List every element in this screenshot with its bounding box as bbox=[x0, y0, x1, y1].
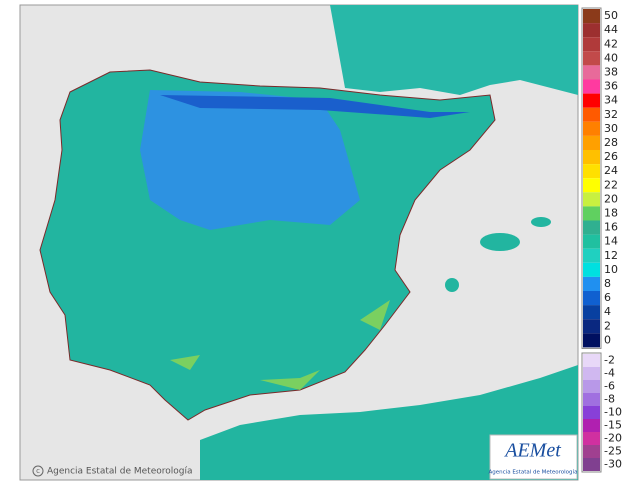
legend-label: 10 bbox=[604, 263, 618, 276]
legend-label: 32 bbox=[604, 108, 618, 121]
legend-label: -30 bbox=[604, 458, 622, 471]
copyright-icon: c bbox=[36, 467, 40, 475]
legend-swatch bbox=[583, 458, 600, 471]
legend-swatch bbox=[583, 319, 600, 334]
legend-swatch bbox=[583, 93, 600, 108]
legend-swatch bbox=[583, 406, 600, 419]
legend-swatch bbox=[583, 192, 600, 207]
legend-label: 30 bbox=[604, 122, 618, 135]
legend-label: 6 bbox=[604, 291, 611, 304]
logo-subtitle: Agencia Estatal de Meteorología bbox=[489, 469, 578, 476]
legend-swatch bbox=[583, 248, 600, 263]
legend-swatch bbox=[583, 79, 600, 94]
legend-label: 40 bbox=[604, 51, 618, 64]
copyright-icon bbox=[32, 465, 44, 477]
legend-swatch bbox=[583, 178, 600, 193]
legend-swatch bbox=[583, 419, 600, 432]
legend-swatch bbox=[583, 121, 600, 136]
legend-swatch bbox=[583, 135, 600, 150]
legend-swatch bbox=[583, 445, 600, 458]
legend-swatch bbox=[583, 206, 600, 221]
legend-swatch bbox=[583, 37, 600, 52]
legend-swatch bbox=[583, 150, 600, 165]
legend-label: 28 bbox=[604, 136, 618, 149]
legend-label: 4 bbox=[604, 305, 611, 318]
legend-panel bbox=[581, 7, 602, 349]
legend-swatch bbox=[583, 51, 600, 66]
legend-label: -6 bbox=[604, 380, 615, 393]
legend-swatch bbox=[583, 220, 600, 235]
legend-label: 2 bbox=[604, 319, 611, 332]
legend-swatch bbox=[583, 164, 600, 179]
north-africa bbox=[200, 365, 578, 480]
legend-swatch bbox=[583, 380, 600, 393]
legend-swatch bbox=[583, 432, 600, 445]
logo-box bbox=[489, 434, 578, 480]
legend-label: -8 bbox=[604, 393, 615, 406]
mountain-area bbox=[160, 95, 470, 118]
legend-label: -20 bbox=[604, 432, 622, 445]
legend-swatch bbox=[583, 367, 600, 380]
legend-label: 22 bbox=[604, 178, 618, 191]
legend-label: 38 bbox=[604, 65, 618, 78]
island bbox=[480, 233, 520, 251]
legend-label: 18 bbox=[604, 206, 618, 219]
legend-label: 0 bbox=[604, 333, 611, 346]
legend-label: -2 bbox=[604, 354, 615, 367]
legend-swatch bbox=[583, 9, 600, 24]
france bbox=[330, 5, 578, 95]
legend-swatch bbox=[583, 23, 600, 38]
legend-label: 24 bbox=[604, 164, 618, 177]
legend-label: 36 bbox=[604, 80, 618, 93]
legend-label: 44 bbox=[604, 23, 618, 36]
legend-label: -4 bbox=[604, 367, 615, 380]
legend-swatch bbox=[583, 333, 600, 348]
legend-label: 42 bbox=[604, 37, 618, 50]
legend-swatch bbox=[583, 65, 600, 80]
island bbox=[445, 278, 459, 292]
legend-label: 14 bbox=[604, 235, 618, 248]
legend-label: 16 bbox=[604, 221, 618, 234]
legend-label: -15 bbox=[604, 419, 622, 432]
legend-label: 20 bbox=[604, 192, 618, 205]
credit: Agencia Estatal de Meteorología bbox=[47, 467, 193, 477]
legend-swatch bbox=[583, 291, 600, 306]
cold-area bbox=[140, 90, 360, 230]
legend-label: 50 bbox=[604, 9, 618, 22]
legend-swatch bbox=[583, 107, 600, 122]
legend-label: 26 bbox=[604, 150, 618, 163]
legend-swatch bbox=[583, 393, 600, 406]
legend-swatch bbox=[583, 262, 600, 277]
logo: AEMet bbox=[503, 440, 561, 462]
legend-label: 8 bbox=[604, 277, 611, 290]
legend-swatch bbox=[583, 234, 600, 249]
legend-swatch bbox=[583, 276, 600, 291]
legend-swatch bbox=[583, 354, 600, 367]
legend-label: -10 bbox=[604, 406, 622, 419]
legend-label: -25 bbox=[604, 445, 622, 458]
legend-label: 34 bbox=[604, 94, 618, 107]
legend-panel bbox=[581, 352, 602, 473]
legend-label: 12 bbox=[604, 249, 618, 262]
island bbox=[531, 217, 551, 227]
legend-swatch bbox=[583, 305, 600, 320]
